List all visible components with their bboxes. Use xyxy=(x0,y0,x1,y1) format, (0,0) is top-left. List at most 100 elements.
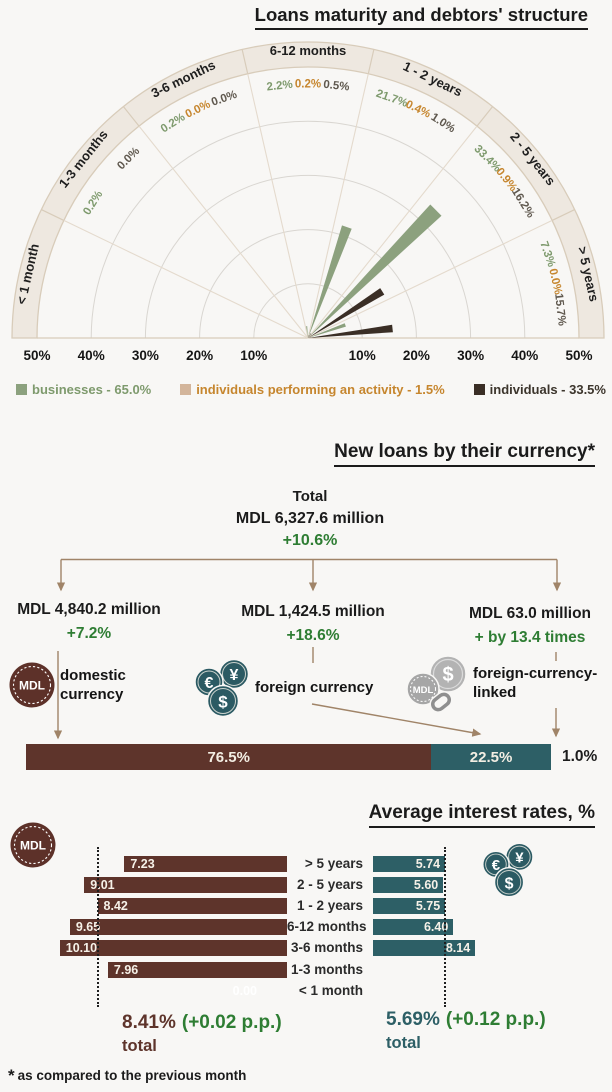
fan-wedge xyxy=(308,324,393,338)
branch-change: + by 13.4 times xyxy=(474,629,586,646)
fan-axis-label: 40% xyxy=(511,348,538,363)
currency-bar-segment: 76.5% xyxy=(26,744,432,770)
branch-amount: MDL 1,424.5 million xyxy=(241,603,385,620)
rate-bar-mdl: 9.01 xyxy=(84,876,287,893)
branch-amount: MDL 63.0 million xyxy=(468,605,592,622)
foreign-total-value: 5.69% xyxy=(386,1009,440,1030)
total-block: Total MDL 6,327.6 million +10.6% xyxy=(130,486,490,552)
fan-divider xyxy=(307,219,553,339)
fan-sector-label: 6-12 months xyxy=(270,43,347,58)
section2-title: New loans by their currency* xyxy=(334,441,595,467)
fan-wedge xyxy=(308,323,346,338)
category-label: > 5 years xyxy=(304,855,363,871)
fan-value-label: 15.7% xyxy=(552,293,568,327)
fan-axis-label: 50% xyxy=(565,348,592,363)
fan-ring-divider xyxy=(367,49,375,74)
fan-axis-label: 40% xyxy=(78,348,105,363)
svg-text:€: € xyxy=(492,857,501,874)
fan-wedge xyxy=(306,326,308,338)
fan-wedge xyxy=(308,204,442,338)
fan-divider xyxy=(138,125,309,339)
branch-amount: MDL 4,840.2 million xyxy=(17,601,161,618)
individuals-activity-swatch xyxy=(180,384,192,395)
branch-change: +18.6% xyxy=(286,627,340,644)
rate-bar-mdl: 10.10 xyxy=(59,940,287,957)
fan-wedge xyxy=(308,225,352,338)
legend-label: individuals - 33.5% xyxy=(489,382,606,397)
fan-wedge xyxy=(307,337,308,338)
fan-legend: businesses - 65.0% individuals performin… xyxy=(16,382,606,397)
svg-text:$: $ xyxy=(218,693,228,712)
fan-axis-label: 10% xyxy=(349,348,376,363)
branch-change: +7.2% xyxy=(66,625,112,642)
currency-share-bar: 76.5% 22.5% xyxy=(26,744,556,770)
rate-bar-mdl: 7.23 xyxy=(124,855,287,872)
fan-axis-label: 20% xyxy=(186,348,213,363)
mdl-coin-icon: MDL xyxy=(9,662,55,708)
svg-text:MDL: MDL xyxy=(20,839,46,853)
fan-ring-divider xyxy=(122,106,140,127)
category-label: 6-12 months xyxy=(287,919,367,935)
foreign-total-rate: 5.69% (+0.12 p.p.) total xyxy=(386,1009,546,1053)
linked-share-label: 1.0% xyxy=(562,748,598,765)
legend-item-individuals-activity: individuals performing an activity - 1.5… xyxy=(180,382,445,397)
fan-wedge xyxy=(308,334,312,338)
rate-bar-foreign: 5.75 xyxy=(373,897,446,914)
rate-bar-foreign: 5.60 xyxy=(373,876,444,893)
fan-ring xyxy=(11,41,605,339)
foreign-average-dotted-line xyxy=(444,847,447,1007)
legend-item-businesses: businesses - 65.0% xyxy=(16,382,151,397)
fan-divider xyxy=(307,125,478,339)
total-label: Total xyxy=(292,488,328,505)
individuals-swatch xyxy=(473,384,485,395)
currency-bar-segment: 22.5% xyxy=(431,744,551,770)
footnote: * as compared to the previous month xyxy=(8,1066,246,1086)
rate-zero-label: 0.00 xyxy=(232,983,257,998)
section1-title: Loans maturity and debtors' structure xyxy=(254,4,588,30)
foreign-currency-linked-label: foreign-currency-linked xyxy=(473,665,598,701)
fan-axis-label: 30% xyxy=(132,348,159,363)
branch-linked: MDL 63.0 million + by 13.4 times xyxy=(450,604,610,648)
foreign-total-change: (+0.12 p.p.) xyxy=(445,1009,546,1030)
fan-divider xyxy=(247,73,309,339)
fan-wedge xyxy=(307,337,308,338)
rate-bar-foreign: 5.74 xyxy=(373,855,446,872)
branch-foreign: MDL 1,424.5 million +18.6% xyxy=(230,602,396,646)
fan-wedge xyxy=(308,336,309,338)
fan-gridline xyxy=(90,120,526,339)
svg-text:$: $ xyxy=(505,875,514,892)
footnote-text: as compared to the previous month xyxy=(17,1068,247,1083)
category-label: 1-3 months xyxy=(290,961,363,977)
svg-text:¥: ¥ xyxy=(515,850,524,867)
footnote-star: * xyxy=(8,1066,15,1085)
businesses-swatch xyxy=(16,384,27,395)
svg-text:MDL: MDL xyxy=(19,679,45,693)
fan-value-label: 0.2% xyxy=(295,79,321,91)
fan-divider xyxy=(307,73,369,339)
foreign-currency-label: foreign currency xyxy=(255,679,374,696)
rate-bar-foreign: 8.14 xyxy=(373,940,476,957)
category-label: < 1 month xyxy=(298,982,363,998)
fan-axis-label: 50% xyxy=(23,348,50,363)
fan-value-label: 2.2% xyxy=(266,79,293,94)
mdl-usd-linked-coins-icon: $ MDL xyxy=(406,655,467,713)
mdl-total-change: (+0.02 p.p.) xyxy=(181,1012,282,1033)
svg-text:$: $ xyxy=(442,664,453,686)
fan-gridline xyxy=(144,174,472,339)
fan-ring-divider xyxy=(476,106,494,127)
mdl-total-word: total xyxy=(122,1037,157,1055)
svg-text:€: € xyxy=(205,675,214,692)
rate-bar-foreign: 6.40 xyxy=(373,919,454,936)
fan-wedge xyxy=(308,288,385,338)
rate-bar-mdl: 7.96 xyxy=(107,961,287,978)
foreign-total-word: total xyxy=(386,1034,421,1052)
total-amount: MDL 6,327.6 million xyxy=(235,510,385,527)
legend-label: businesses - 65.0% xyxy=(32,382,152,397)
fan-ring-divider xyxy=(551,209,575,221)
mdl-average-dotted-line xyxy=(96,847,99,1007)
fan-value-label: 0.5% xyxy=(323,79,350,94)
fan-divider xyxy=(63,219,309,339)
eur-yen-usd-coins-icon: ¥ € $ xyxy=(194,658,250,718)
fan-gridline xyxy=(199,229,417,339)
